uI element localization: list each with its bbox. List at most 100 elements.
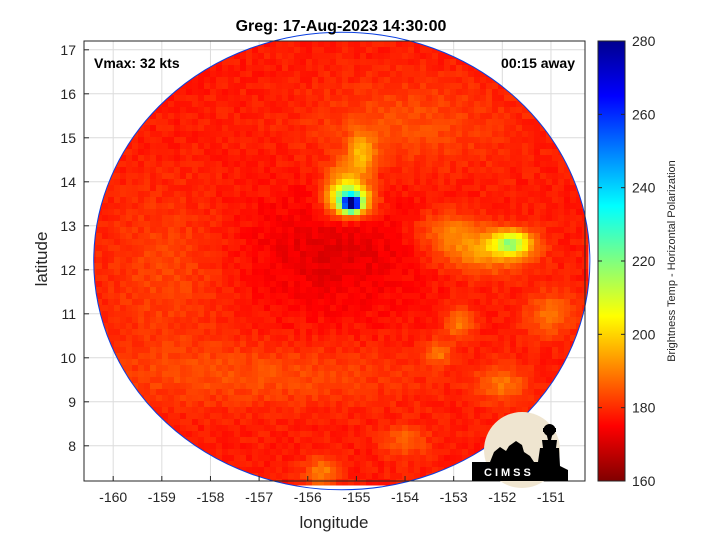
heatmap-cell [234, 173, 241, 180]
heatmap-cell [564, 305, 571, 312]
heatmap-cell [342, 401, 349, 408]
heatmap-cell [498, 95, 505, 102]
heatmap-cell [486, 215, 493, 222]
heatmap-cell [252, 71, 259, 78]
heatmap-cell [474, 275, 481, 282]
heatmap-cell [498, 317, 505, 324]
heatmap-cell [414, 437, 421, 444]
heatmap-cell [396, 377, 403, 384]
heatmap-cell [540, 251, 547, 258]
heatmap-cell [240, 221, 247, 228]
heatmap-cell [318, 125, 325, 132]
heatmap-cell [498, 227, 505, 234]
heatmap-cell [156, 257, 163, 264]
heatmap-cell [144, 257, 151, 264]
heatmap-cell [150, 359, 157, 366]
heatmap-cell [504, 179, 511, 186]
heatmap-cell [294, 377, 301, 384]
heatmap-cell [384, 431, 391, 438]
heatmap-cell [402, 209, 409, 216]
heatmap-cell [474, 371, 481, 378]
heatmap-cell [402, 179, 409, 186]
heatmap-cell [378, 341, 385, 348]
heatmap-cell [222, 113, 229, 120]
heatmap-cell [270, 47, 277, 54]
heatmap-cell [264, 167, 271, 174]
heatmap-cell [210, 125, 217, 132]
heatmap-cell [132, 359, 139, 366]
heatmap-cell [384, 203, 391, 210]
heatmap-cell [522, 155, 529, 162]
heatmap-cell [306, 419, 313, 426]
heatmap-cell [282, 59, 289, 66]
heatmap-cell [180, 341, 187, 348]
heatmap-cell [546, 323, 553, 330]
heatmap-cell [180, 179, 187, 186]
heatmap-cell [174, 275, 181, 282]
heatmap-cell [354, 365, 361, 372]
heatmap-cell [402, 119, 409, 126]
heatmap-cell [240, 299, 247, 306]
heatmap-cell [504, 215, 511, 222]
heatmap-cell [444, 323, 451, 330]
heatmap-cell [444, 329, 451, 336]
heatmap-cell [486, 179, 493, 186]
heatmap-cell [546, 341, 553, 348]
heatmap-cell [390, 209, 397, 216]
heatmap-cell [252, 335, 259, 342]
heatmap-cell [342, 233, 349, 240]
heatmap-cell [402, 77, 409, 84]
heatmap-cell [396, 89, 403, 96]
heatmap-cell [408, 425, 415, 432]
heatmap-cell [186, 395, 193, 402]
heatmap-cell [504, 377, 511, 384]
heatmap-cell [288, 425, 295, 432]
heatmap-cell [432, 353, 439, 360]
heatmap-cell [336, 263, 343, 270]
heatmap-cell [402, 239, 409, 246]
heatmap-cell [174, 395, 181, 402]
heatmap-cell [348, 287, 355, 294]
heatmap-cell [456, 173, 463, 180]
heatmap-cell [402, 365, 409, 372]
heatmap-cell [300, 197, 307, 204]
heatmap-cell [270, 131, 277, 138]
heatmap-cell [330, 341, 337, 348]
heatmap-cell [162, 131, 169, 138]
heatmap-cell [282, 167, 289, 174]
heatmap-cell [354, 407, 361, 414]
heatmap-cell [402, 407, 409, 414]
heatmap-cell [510, 311, 517, 318]
heatmap-cell [414, 221, 421, 228]
heatmap-cell [396, 47, 403, 54]
heatmap-cell [384, 437, 391, 444]
heatmap-cell [168, 353, 175, 360]
heatmap-cell [330, 317, 337, 324]
heatmap-cell [222, 317, 229, 324]
heatmap-cell [126, 161, 133, 168]
heatmap-cell [546, 149, 553, 156]
heatmap-cell [462, 77, 469, 84]
heatmap-cell [222, 131, 229, 138]
heatmap-cell [234, 335, 241, 342]
heatmap-cell [378, 83, 385, 90]
heatmap-cell [300, 281, 307, 288]
heatmap-cell [318, 269, 325, 276]
heatmap-cell [210, 305, 217, 312]
heatmap-cell [420, 413, 427, 420]
heatmap-cell [510, 365, 517, 372]
heatmap-cell [390, 59, 397, 66]
heatmap-cell [258, 101, 265, 108]
heatmap-cell [534, 185, 541, 192]
heatmap-cell [294, 317, 301, 324]
heatmap-cell [366, 317, 373, 324]
heatmap-cell [246, 101, 253, 108]
heatmap-cell [474, 335, 481, 342]
heatmap-cell [138, 269, 145, 276]
heatmap-cell [318, 287, 325, 294]
heatmap-cell [528, 371, 535, 378]
heatmap-cell [216, 155, 223, 162]
heatmap-cell [456, 293, 463, 300]
heatmap-cell [270, 257, 277, 264]
heatmap-cell [342, 47, 349, 54]
